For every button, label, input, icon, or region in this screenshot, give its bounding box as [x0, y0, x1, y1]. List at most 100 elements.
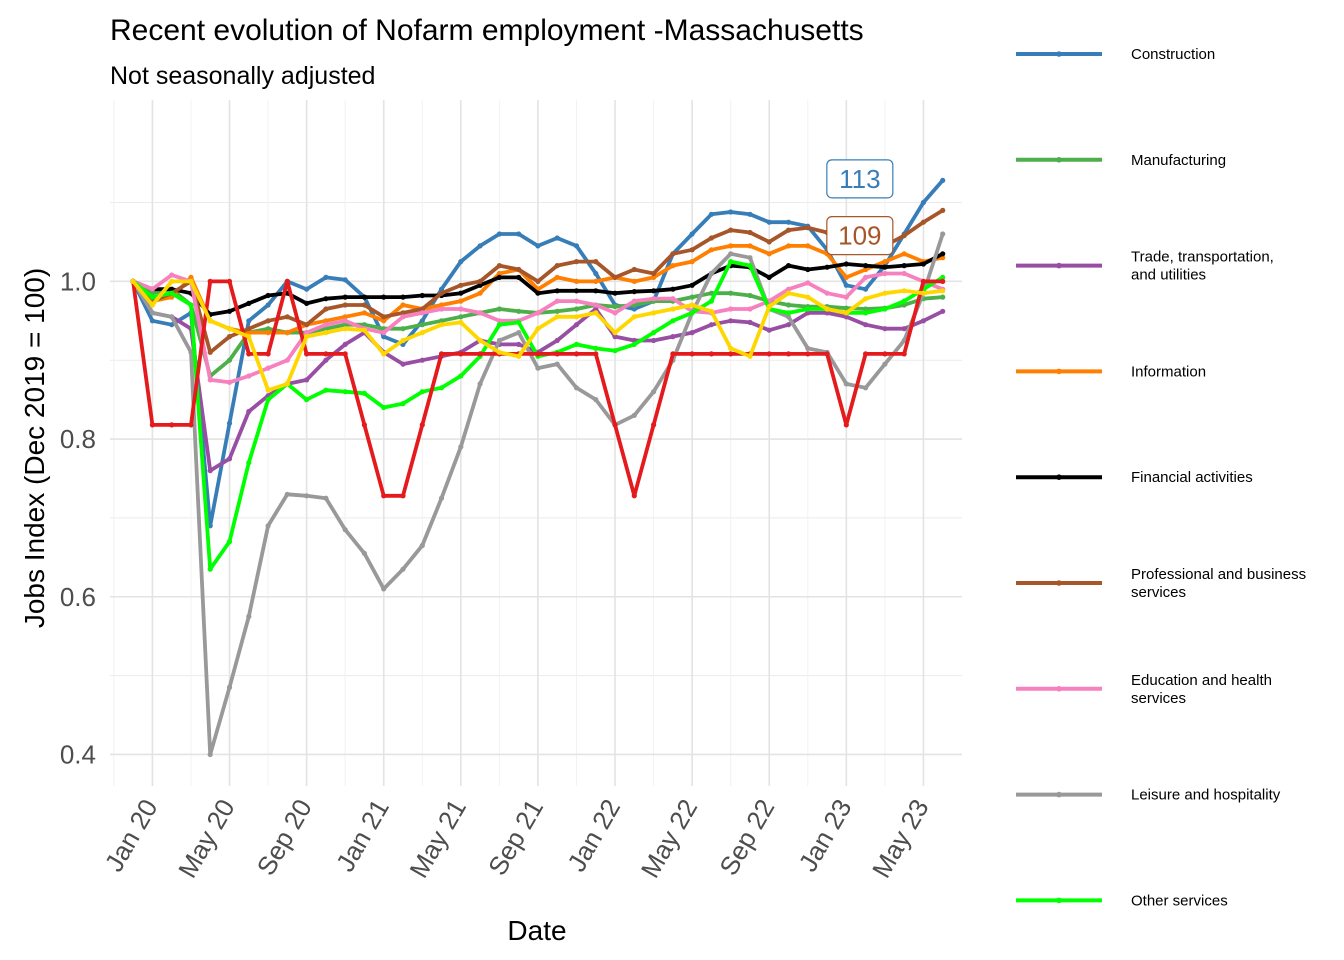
data-point: [882, 270, 888, 277]
data-point: [920, 219, 927, 225]
data-point: [805, 266, 811, 273]
data-point: [226, 539, 233, 545]
data-point: [940, 177, 946, 183]
data-point: [458, 444, 464, 450]
data-point: [438, 385, 445, 391]
data-point: [824, 351, 830, 357]
data-point: [651, 274, 657, 280]
data-point: [863, 306, 869, 312]
data-point: [573, 314, 580, 320]
data-point: [361, 390, 367, 396]
data-point: [882, 264, 888, 270]
data-point: [535, 310, 541, 316]
data-point: [882, 326, 888, 332]
data-point: [901, 302, 907, 308]
data-point: [265, 397, 271, 403]
data-point: [843, 314, 849, 320]
data-point: [149, 310, 155, 316]
data-point: [342, 326, 348, 332]
data-point: [265, 330, 271, 336]
legend-item-construction: Construction: [1016, 46, 1215, 63]
data-point: [593, 306, 599, 312]
data-point: [207, 349, 213, 355]
data-point: [535, 326, 541, 332]
data-point: [304, 334, 310, 340]
data-point: [496, 337, 502, 344]
data-point: [573, 259, 580, 265]
end-label-113: 113: [826, 159, 894, 199]
data-point: [805, 280, 811, 286]
data-point: [419, 357, 425, 363]
data-point: [785, 314, 792, 320]
legend-label-line: Financial activities: [1131, 469, 1253, 486]
legend-label-line: Construction: [1131, 46, 1215, 63]
data-point: [728, 318, 734, 324]
data-point: [554, 288, 560, 294]
x-axis-title: Date: [507, 915, 566, 946]
data-point: [554, 235, 560, 241]
data-point: [535, 290, 541, 296]
data-point: [708, 308, 715, 314]
data-point: [882, 290, 888, 296]
data-point: [593, 270, 599, 277]
data-point: [304, 377, 310, 383]
end-label-text: 113: [839, 164, 880, 194]
data-point: [361, 422, 367, 428]
legend-label-line: Information: [1131, 363, 1206, 380]
data-point: [766, 304, 772, 310]
data-point: [265, 523, 271, 529]
data-point: [246, 300, 252, 306]
data-point: [670, 351, 676, 357]
data-point: [631, 289, 637, 295]
data-point: [226, 379, 233, 385]
data-point: [766, 239, 772, 245]
data-point: [863, 263, 869, 269]
x-tick-label: Sep 21: [482, 794, 549, 880]
data-point: [516, 341, 522, 347]
data-point: [323, 274, 329, 280]
data-point: [940, 288, 946, 294]
legend-label: Manufacturing: [1131, 152, 1226, 169]
data-point: [246, 613, 252, 620]
data-point: [381, 318, 387, 324]
data-point: [805, 243, 811, 249]
data-point: [323, 351, 329, 357]
data-point: [785, 310, 792, 316]
data-point: [265, 365, 271, 371]
data-point: [689, 259, 695, 265]
data-point: [169, 314, 175, 320]
data-point: [246, 330, 252, 336]
data-point: [612, 334, 618, 340]
data-point: [747, 292, 753, 299]
data-point: [843, 422, 849, 428]
data-point: [863, 310, 869, 316]
data-point: [458, 282, 464, 288]
data-point: [728, 351, 734, 357]
grid-major: [110, 100, 962, 786]
data-point: [438, 290, 445, 296]
data-point: [149, 318, 155, 324]
data-point: [766, 274, 772, 280]
data-point: [535, 243, 541, 249]
data-point: [304, 351, 310, 357]
data-point: [593, 345, 599, 351]
data-point: [323, 306, 329, 312]
data-point: [805, 310, 811, 316]
data-point: [419, 318, 425, 324]
x-tick-label: May 20: [172, 794, 241, 883]
data-point: [689, 351, 695, 357]
legend-label-line: Other services: [1131, 892, 1228, 909]
data-point: [573, 298, 580, 304]
data-point: [670, 286, 676, 292]
data-point: [419, 542, 425, 549]
data-point: [438, 306, 445, 312]
data-point: [323, 296, 329, 302]
data-point: [323, 357, 329, 363]
data-point: [631, 306, 637, 312]
data-point: [458, 290, 464, 296]
data-point: [670, 251, 676, 257]
data-point: [843, 261, 849, 267]
data-point: [689, 282, 695, 288]
data-point: [400, 314, 406, 320]
series-unlabeled-yellow: [130, 278, 946, 393]
